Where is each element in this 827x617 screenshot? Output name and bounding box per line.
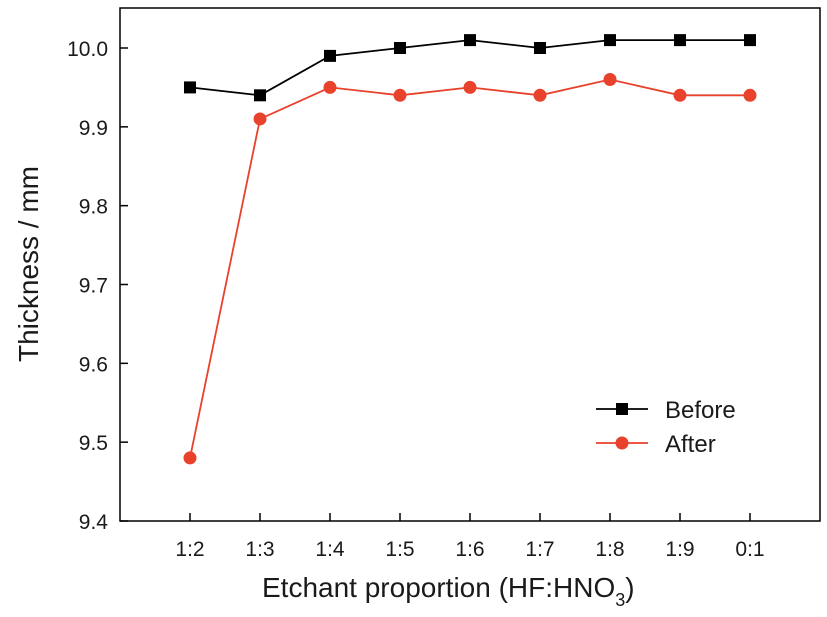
x-tick-label: 1:2: [175, 538, 204, 561]
y-tick-label: 9.9: [79, 117, 108, 140]
legend-label-before: Before: [665, 397, 736, 424]
y-tick-label: 9.8: [79, 196, 108, 219]
legend-label-after: After: [665, 431, 716, 458]
data-point-before: [324, 49, 336, 62]
data-point-before: [184, 81, 196, 94]
x-tick-label: 1:9: [665, 538, 694, 561]
x-tick-label: 0:1: [735, 538, 764, 561]
x-tick-label: 1:8: [595, 538, 624, 561]
y-tick-label: 9.5: [79, 432, 108, 455]
legend-marker-before: [616, 403, 628, 415]
y-axis-ticks: 9.4 9.5 9.6 9.7 9.8 9.9 10.0: [67, 38, 128, 534]
y-tick-label: 9.6: [79, 353, 108, 376]
x-tick-label: 1:5: [385, 538, 414, 561]
x-axis-ticks: 1:2 1:3 1:4 1:5 1:6 1:7 1:8 1:9 0:1: [175, 513, 765, 561]
data-point-after: [743, 88, 757, 102]
x-tick-label: 1:7: [525, 538, 554, 561]
data-point-before: [674, 34, 686, 47]
x-tick-label: 1:3: [245, 538, 274, 561]
x-tick-label: 1:6: [455, 538, 484, 561]
data-point-after: [253, 112, 267, 126]
series-layer: [183, 34, 757, 465]
x-tick-label: 1:4: [315, 538, 345, 561]
data-point-after: [533, 88, 547, 102]
x-axis-title: Etchant proportion (HF:HNO3): [262, 572, 635, 610]
y-axis-title: Thickness / mm: [13, 166, 44, 362]
legend: Before After: [596, 397, 736, 458]
data-point-after: [323, 80, 337, 94]
data-point-before: [464, 34, 476, 47]
data-point-before: [394, 42, 406, 54]
y-tick-label: 9.7: [79, 275, 108, 298]
data-point-before: [604, 34, 616, 47]
x-axis-title-main: Etchant proportion (HF:HNO: [262, 572, 615, 603]
data-point-after: [603, 73, 617, 87]
data-point-before: [534, 42, 546, 54]
data-point-after: [673, 88, 687, 102]
data-point-after: [183, 451, 197, 465]
y-tick-label: 10.0: [67, 38, 108, 61]
data-point-before: [744, 34, 756, 47]
x-axis-title-suffix: ): [625, 572, 634, 603]
x-axis-title-subscript: 3: [615, 590, 625, 610]
data-point-before: [254, 89, 266, 102]
data-point-after: [463, 80, 477, 94]
data-point-after: [393, 88, 407, 102]
y-tick-label: 9.4: [79, 511, 109, 534]
legend-marker-after: [615, 436, 629, 450]
